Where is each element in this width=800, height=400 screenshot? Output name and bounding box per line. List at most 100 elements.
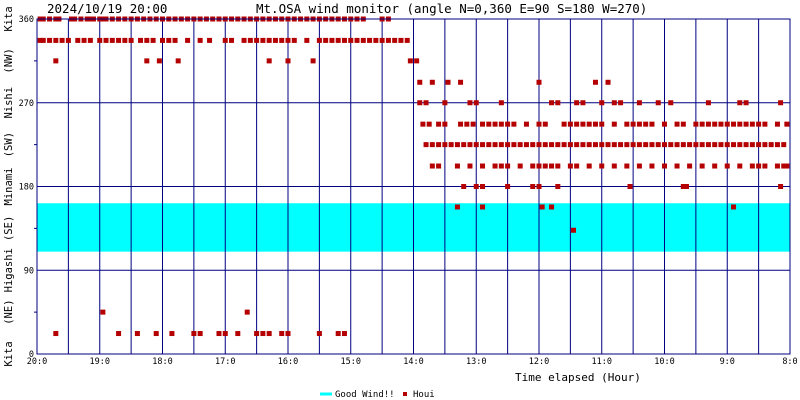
houi-point [718, 142, 724, 148]
houi-point [627, 184, 633, 189]
houi-point [480, 121, 486, 127]
houi-point [724, 121, 730, 127]
x-tick-label: 10:0 [654, 357, 674, 367]
houi-point [668, 100, 674, 106]
houi-point [37, 37, 43, 43]
y-direction-label: Kita [3, 341, 15, 366]
houi-point [53, 37, 59, 43]
houi-point [461, 142, 467, 148]
y-direction-label: Minami [3, 168, 15, 206]
houi-point [599, 100, 605, 106]
houi-point [404, 37, 410, 43]
houi-point [662, 121, 667, 127]
houi-point [756, 121, 762, 127]
houi-point [454, 142, 460, 148]
houi-point [505, 142, 511, 148]
houi-point [662, 163, 667, 169]
houi-point [473, 184, 479, 189]
houi-point [244, 309, 250, 315]
houi-point [75, 37, 81, 43]
houi-point [762, 121, 768, 127]
houi-point [561, 121, 567, 127]
houi-point [458, 121, 464, 127]
houi-point [536, 163, 542, 169]
houi-point [699, 121, 705, 127]
houi-point [285, 37, 291, 43]
houi-point [335, 37, 341, 43]
houi-point [166, 37, 172, 43]
houi-point [693, 121, 699, 127]
houi-point [458, 79, 464, 85]
houi-point [40, 37, 46, 43]
houi-point [630, 121, 636, 127]
houi-point [480, 184, 486, 189]
houi-point [470, 121, 476, 127]
houi-point [599, 121, 605, 127]
houi-point [492, 163, 498, 169]
houi-point [549, 204, 555, 210]
houi-point [335, 331, 341, 337]
houi-point [461, 184, 467, 189]
houi-point [436, 163, 442, 169]
houi-point [592, 79, 598, 85]
houi-point [618, 100, 624, 106]
y-tick-label: 90 [24, 266, 34, 276]
houi-point [781, 142, 787, 148]
houi-point [348, 37, 354, 43]
houi-point [737, 142, 743, 148]
houi-point [749, 163, 755, 169]
houi-point [536, 79, 542, 85]
houi-point [448, 142, 454, 148]
houi-point [567, 121, 573, 127]
y-direction-labels: Kita (NW) Nishi (SW) Minami (SE) Higashi (NE) Ki… [3, 6, 15, 366]
houi-point [454, 204, 460, 210]
houi-point [774, 163, 780, 169]
houi-point [580, 100, 586, 106]
houi-point [128, 37, 134, 43]
x-axis-label: Time elapsed (Hour) [515, 371, 641, 384]
houi-point [47, 37, 53, 43]
houi-point [549, 142, 555, 148]
houi-point [699, 142, 705, 148]
houi-point [517, 163, 523, 169]
houi-point [605, 79, 611, 85]
houi-point [279, 37, 285, 43]
houi-point [175, 58, 181, 64]
houi-point [260, 37, 266, 43]
houi-point [505, 163, 511, 169]
houi-point [555, 184, 561, 189]
houi-point [555, 163, 561, 169]
houi-point [498, 142, 504, 148]
houi-point [316, 331, 322, 337]
houi-point [156, 58, 162, 64]
houi-point [247, 37, 253, 43]
grid-lines [34, 18, 791, 355]
houi-point [442, 142, 448, 148]
houi-point [567, 163, 573, 169]
houi-point [668, 142, 674, 148]
houi-point [743, 100, 749, 106]
houi-point [498, 100, 504, 106]
houi-point [285, 331, 291, 337]
houi-point [134, 331, 140, 337]
houi-point [498, 121, 504, 127]
houi-point [586, 163, 592, 169]
houi-point [367, 37, 373, 43]
houi-point [762, 142, 768, 148]
houi-point [354, 37, 360, 43]
houi-point [643, 121, 649, 127]
houi-point [749, 142, 755, 148]
houi-point [185, 37, 191, 43]
houi-point [323, 37, 329, 43]
x-tick-label: 16:0 [278, 357, 298, 367]
houi-point [630, 142, 636, 148]
houi-point [169, 331, 175, 337]
houi-point [655, 142, 661, 148]
houi-point [266, 58, 272, 64]
houi-point [392, 37, 398, 43]
houi-point [144, 37, 150, 43]
houi-point [768, 142, 774, 148]
y-direction-label: (NE) [3, 299, 15, 324]
houi-point [724, 142, 730, 148]
